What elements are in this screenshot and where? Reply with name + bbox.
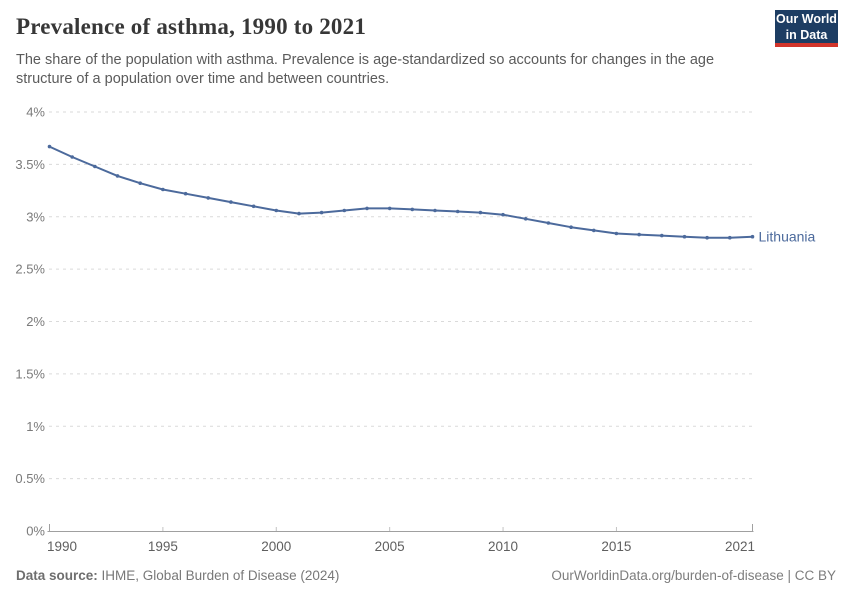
data-point bbox=[614, 231, 619, 236]
data-point bbox=[410, 207, 415, 212]
data-point bbox=[70, 155, 74, 159]
data-source-text: IHME, Global Burden of Disease (2024) bbox=[101, 568, 340, 583]
data-point bbox=[637, 232, 641, 237]
x-tick-label: 2021 bbox=[725, 539, 755, 554]
data-point bbox=[206, 196, 210, 200]
data-point bbox=[138, 181, 142, 185]
data-point bbox=[705, 235, 709, 240]
data-source-label: Data source: bbox=[16, 568, 98, 583]
data-point bbox=[251, 204, 256, 209]
owid-logo-line1: Our World bbox=[776, 11, 837, 26]
data-point bbox=[319, 210, 324, 215]
data-point bbox=[455, 209, 460, 214]
y-tick-label: 3% bbox=[26, 209, 45, 224]
data-point bbox=[660, 233, 664, 238]
data-point bbox=[478, 210, 483, 215]
data-point bbox=[229, 200, 233, 204]
chart-title: Prevalence of asthma, 1990 to 2021 bbox=[16, 14, 367, 39]
chart-footer: Data source: IHME, Global Burden of Dise… bbox=[16, 568, 836, 583]
data-point bbox=[115, 174, 120, 178]
data-point bbox=[682, 234, 687, 239]
y-tick-label: 0% bbox=[26, 524, 45, 539]
data-point bbox=[342, 208, 347, 213]
y-tick-label: 3.5% bbox=[15, 157, 45, 172]
data-point bbox=[274, 208, 279, 213]
y-tick-label: 4% bbox=[26, 105, 45, 120]
data-point bbox=[183, 191, 188, 196]
x-tick-label: 2015 bbox=[601, 539, 631, 554]
data-source: Data source: IHME, Global Burden of Dise… bbox=[16, 568, 339, 583]
credit-link[interactable]: OurWorldinData.org/burden-of-disease | C… bbox=[551, 568, 836, 583]
data-point bbox=[387, 206, 392, 211]
data-point bbox=[546, 221, 551, 225]
data-point bbox=[501, 212, 505, 217]
y-tick-label: 2% bbox=[26, 314, 45, 329]
data-point bbox=[433, 208, 437, 213]
data-point bbox=[592, 228, 596, 233]
line-chart: 0% 0.5% 1% 1.5% 2% 2.5% 3% 3.5% 4% 1990 1995 2000 20… bbox=[15, 105, 816, 555]
data-point bbox=[161, 187, 165, 192]
data-point bbox=[750, 234, 755, 239]
owid-logo-line2: in Data bbox=[785, 27, 828, 42]
x-tick-label: 2000 bbox=[261, 539, 291, 554]
series-end-label: Lithuania bbox=[759, 228, 816, 244]
y-tick-label: 0.5% bbox=[15, 471, 45, 486]
data-point bbox=[93, 164, 97, 169]
data-point bbox=[523, 217, 528, 221]
data-line bbox=[48, 145, 754, 239]
y-tick-label: 1% bbox=[26, 419, 45, 434]
y-tick-label: 2.5% bbox=[15, 262, 45, 277]
data-point bbox=[47, 144, 52, 149]
x-tick-label: 2005 bbox=[375, 539, 405, 554]
x-tick-label: 2010 bbox=[488, 539, 518, 554]
x-tick-label: 1995 bbox=[148, 539, 178, 554]
data-point bbox=[728, 235, 732, 240]
data-point bbox=[365, 206, 369, 211]
data-point bbox=[569, 225, 573, 229]
data-point bbox=[297, 211, 301, 216]
owid-logo: Our World in Data bbox=[775, 10, 838, 47]
chart-subtitle: The share of the population with asthma.… bbox=[16, 52, 715, 87]
y-tick-label: 1.5% bbox=[15, 366, 45, 381]
x-tick-label: 1990 bbox=[47, 539, 77, 554]
